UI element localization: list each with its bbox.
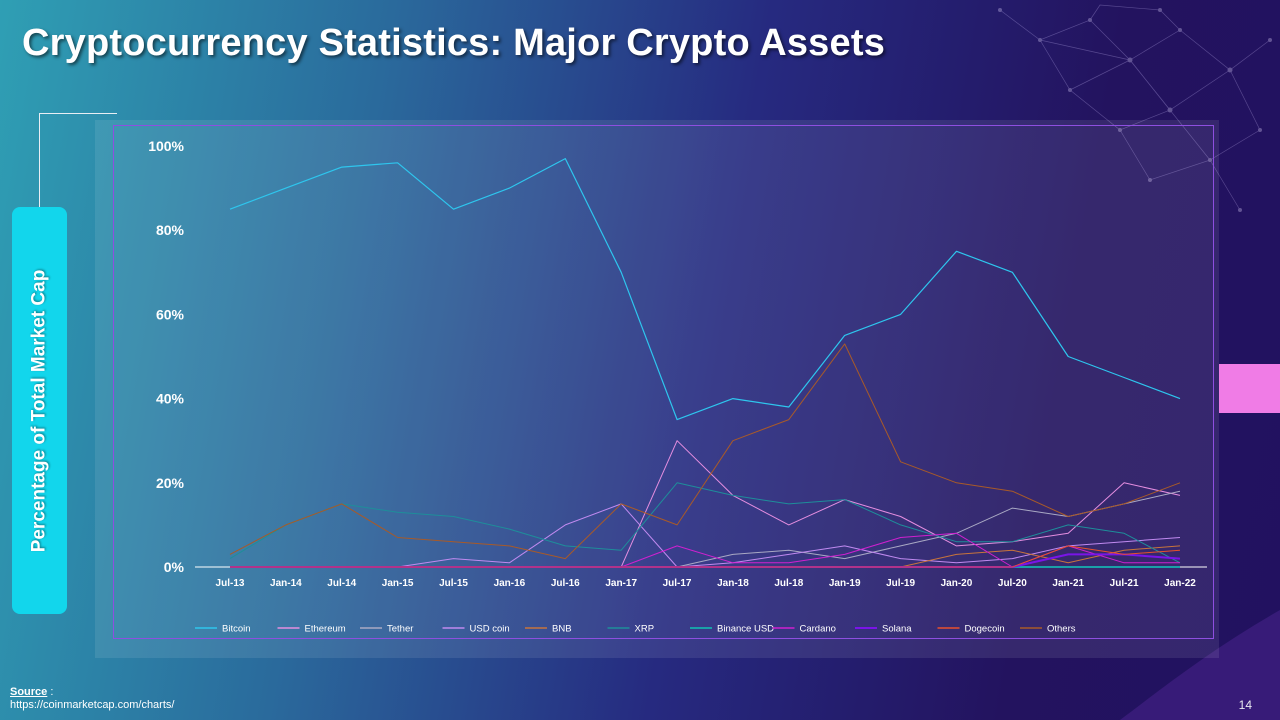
source-label: Source (10, 686, 48, 698)
legend-label: Bitcoin (222, 624, 251, 635)
legend-label: Solana (882, 624, 912, 635)
x-tick-labels: Jul-13 Jan-14 Jul-14 Jan-15 Jul-15 Jan-16 Jul-… (216, 578, 1197, 589)
y-tick-label: 60% (156, 306, 185, 322)
legend-label: BNB (552, 624, 572, 635)
x-tick-label: Jan-16 (494, 578, 526, 589)
x-tick-label: Jul-19 (886, 578, 915, 589)
x-tick-label: Jan-20 (941, 578, 973, 589)
series-line-xrp (229, 482, 1181, 564)
y-tick-label: 0% (164, 559, 185, 575)
series-line-others (229, 343, 1181, 560)
chart-legend: Bitcoin Ethereum Tether USD coin BNB XRP Binan… (195, 624, 1076, 635)
chart-panel (95, 120, 1219, 658)
chart-plot-frame (113, 125, 1214, 639)
x-tick-label: Jan-21 (1052, 578, 1084, 589)
source-url[interactable]: https://coinmarketcap.com/charts/ (10, 699, 175, 711)
x-tick-label: Jul-16 (551, 578, 580, 589)
corner-swoosh-decoration (1120, 610, 1280, 720)
x-tick-label: Jan-14 (270, 578, 302, 589)
legend-label: XRP (635, 624, 655, 635)
legend-label: Dogecoin (965, 624, 1005, 635)
series-line-ethereum (230, 440, 1181, 568)
x-tick-label: Jan-18 (717, 578, 749, 589)
x-tick-label: Jul-20 (998, 578, 1027, 589)
series-line-dogecoin (230, 545, 1181, 568)
y-tick-label: 80% (156, 222, 185, 238)
legend-label: Ethereum (305, 624, 346, 635)
legend-label: Cardano (800, 624, 836, 635)
legend-label: USD coin (470, 624, 510, 635)
series-lines (229, 157, 1181, 568)
line-chart: 0% 20% 40% 60% 80% 100% Jul-13 Jan-14 Jul-14 Jan… (148, 138, 1207, 635)
x-tick-label: Jan-22 (1164, 578, 1196, 589)
y-axis-label: Percentage of Total Market Cap (28, 269, 50, 552)
legend-label: Tether (387, 624, 413, 635)
source-note: Source : https://coinmarketcap.com/chart… (10, 686, 174, 712)
x-tick-label: Jan-19 (829, 578, 861, 589)
y-tick-labels: 0% 20% 40% 60% 80% 100% (148, 138, 184, 575)
x-tick-label: Jul-13 (216, 578, 245, 589)
slide-title: Cryptocurrency Statistics: Major Crypto … (22, 22, 886, 64)
y-tick-label: 20% (156, 475, 185, 491)
x-tick-label: Jan-17 (605, 578, 637, 589)
x-tick-label: Jul-18 (774, 578, 803, 589)
series-line-bnb (230, 545, 1181, 568)
x-tick-label: Jul-21 (1110, 578, 1139, 589)
source-sep: : (47, 686, 54, 698)
network-decoration (998, 4, 1272, 212)
y-axis-label-pill (12, 207, 67, 614)
y-tick-label: 100% (148, 138, 184, 154)
x-tick-label: Jul-17 (663, 578, 692, 589)
x-tick-label: Jul-14 (327, 578, 356, 589)
x-tick-label: Jul-15 (439, 578, 468, 589)
legend-label: Binance USD (717, 624, 774, 635)
ylabel-connector-line (39, 113, 117, 209)
x-tick-label: Jan-15 (382, 578, 414, 589)
page-number: 14 (1238, 698, 1252, 712)
y-tick-label: 40% (156, 391, 185, 407)
y-axis-label-box: Percentage of Total Market Cap (12, 207, 67, 614)
series-line-bitcoin (229, 157, 1181, 421)
pink-accent-block (1219, 364, 1280, 413)
legend-label: Others (1047, 624, 1076, 635)
